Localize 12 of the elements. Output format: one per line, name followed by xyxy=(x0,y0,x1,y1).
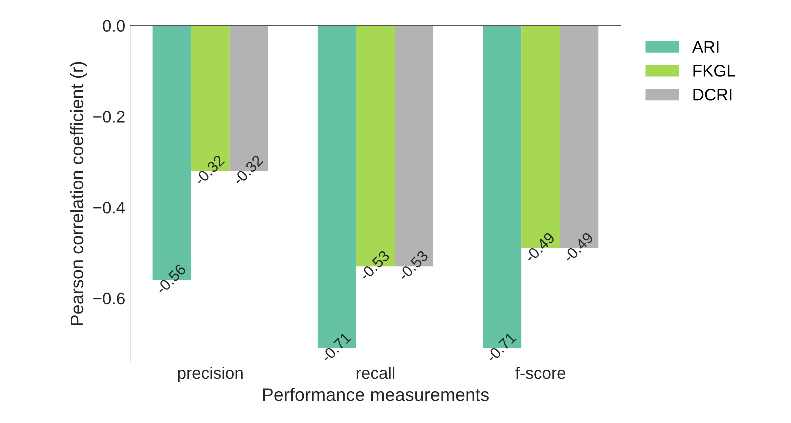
legend-label: DCRI xyxy=(694,88,732,101)
y-tick-label: −0.4 xyxy=(94,202,126,214)
x-axis-title: Performance measurements xyxy=(263,388,489,402)
x-tick-label: f-score xyxy=(516,366,566,380)
y-axis-title: Pearson correlation coefficient (r) xyxy=(70,62,88,326)
y-tick-label: −0.2 xyxy=(94,111,125,123)
y-tick-label: 0.0 xyxy=(103,20,126,32)
legend-label: FKGL xyxy=(694,65,736,77)
y-tick-label: −0.6 xyxy=(94,292,125,305)
x-tick-label: precision xyxy=(178,366,243,382)
x-tick-label: recall xyxy=(356,366,395,380)
legend-label: ARI xyxy=(692,41,719,53)
